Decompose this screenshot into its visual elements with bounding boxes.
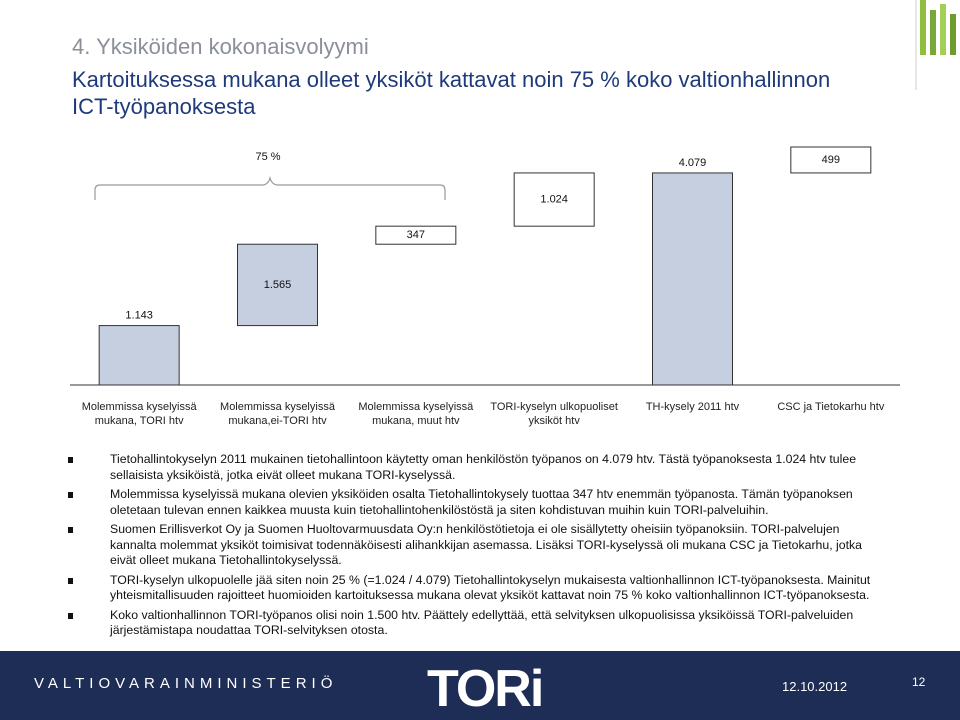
section-title: 4. Yksiköiden kokonaisvolyymi bbox=[72, 34, 369, 59]
bar bbox=[790, 146, 872, 174]
bullet: Molemmissa kyselyissä mukana olevien yks… bbox=[66, 487, 876, 518]
chart: 75 % 1.143 1.565 347 1.024 4.079 499 bbox=[70, 146, 900, 386]
footer: VALTIOVARAINMINISTERIÖ TORi 12.10.2012 1… bbox=[0, 651, 960, 720]
bullet: Koko valtionhallinnon TORI-työpanos olis… bbox=[66, 608, 876, 639]
category-label: Molemmissa kyselyissä mukana, TORI htv bbox=[81, 401, 197, 427]
category-label: TORI-kyselyn ulkopuoliset yksiköt htv bbox=[490, 401, 618, 427]
bracket bbox=[94, 175, 446, 200]
bar bbox=[652, 172, 733, 386]
bar bbox=[237, 243, 318, 327]
bar bbox=[513, 172, 595, 227]
value-label: 1.143 bbox=[125, 309, 153, 321]
slide-title: Kartoituksessa mukana olleet yksiköt kat… bbox=[72, 67, 831, 119]
annotation: 75 % bbox=[255, 151, 280, 163]
decor-logo bbox=[915, 0, 956, 90]
category-label: CSC ja Tietokarhu htv bbox=[777, 401, 885, 413]
bullet: Tietohallintokyselyn 2011 mukainen tieto… bbox=[66, 452, 876, 483]
date: 12.10.2012 bbox=[782, 679, 848, 694]
category-label: Molemmissa kyselyissä mukana, muut htv bbox=[358, 401, 474, 427]
bar bbox=[98, 325, 180, 386]
ministry: VALTIOVARAINMINISTERIÖ bbox=[34, 675, 338, 692]
value-label: 499 bbox=[822, 154, 840, 166]
bullet: Suomen Erillisverkot Oy ja Suomen Huolto… bbox=[66, 522, 876, 569]
value-label: 347 bbox=[407, 229, 425, 241]
value-label: 1.565 bbox=[264, 279, 292, 291]
bar bbox=[375, 225, 457, 245]
value-label: 4.079 bbox=[679, 157, 707, 169]
category-label: TH-kysely 2011 htv bbox=[645, 401, 740, 413]
category-label: Molemmissa kyselyissä mukana,ei-TORI htv bbox=[220, 401, 335, 427]
value-label: 1.024 bbox=[540, 193, 568, 205]
bullet: TORI-kyselyn ulkopuolelle jää siten noin… bbox=[66, 573, 876, 604]
logo: TORi bbox=[427, 660, 544, 718]
bullet-list: Tietohallintokyselyn 2011 mukainen tieto… bbox=[66, 452, 876, 643]
page-number: 12 bbox=[912, 675, 926, 689]
